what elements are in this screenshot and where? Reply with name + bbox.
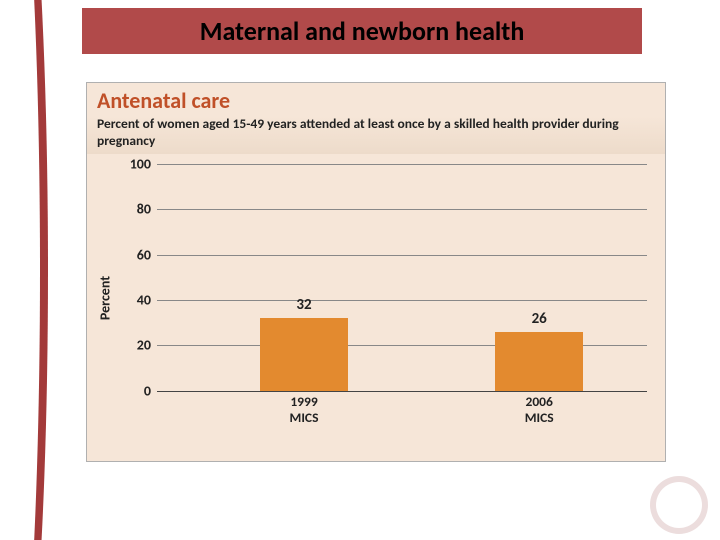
chart-title: Antenatal care xyxy=(97,87,655,114)
bar-value-label: 32 xyxy=(260,296,348,318)
bar-value-label: 26 xyxy=(495,310,583,332)
bottom-right-dot xyxy=(656,482,702,528)
bar: 26 xyxy=(495,332,583,391)
chart-panel: Antenatal care Percent of women aged 15-… xyxy=(86,82,666,462)
plot-region: 0204060801003226 xyxy=(157,164,647,392)
slide: Maternal and newborn health Antenatal ca… xyxy=(0,0,720,540)
plot-area: Percent 0 20 40 60 80 100 32 26 1999MICS 2006MIC… xyxy=(87,154,665,442)
gridline xyxy=(157,300,647,301)
y-tick-label: 80 xyxy=(121,201,151,218)
y-tick-label: 60 xyxy=(121,246,151,263)
y-tick-label: 20 xyxy=(121,337,151,354)
y-tick-label: 40 xyxy=(121,291,151,308)
x-tick-label: 1999MICS xyxy=(290,394,319,426)
y-tick-label: 0 xyxy=(121,382,151,399)
gridline xyxy=(157,255,647,256)
gridline xyxy=(157,209,647,210)
x-axis-labels: 1999MICS 2006MICS xyxy=(157,394,647,438)
y-axis-label: Percent xyxy=(97,276,114,320)
chart-header: Antenatal care xyxy=(87,83,665,116)
bar: 32 xyxy=(260,318,348,391)
slide-title: Maternal and newborn health xyxy=(200,15,525,47)
gridline xyxy=(157,164,647,165)
y-tick-label: 100 xyxy=(121,155,151,172)
chart-subtitle: Percent of women aged 15-49 years attend… xyxy=(87,116,665,154)
x-tick-label: 2006MICS xyxy=(525,394,554,426)
slide-title-bar: Maternal and newborn health xyxy=(82,8,642,54)
